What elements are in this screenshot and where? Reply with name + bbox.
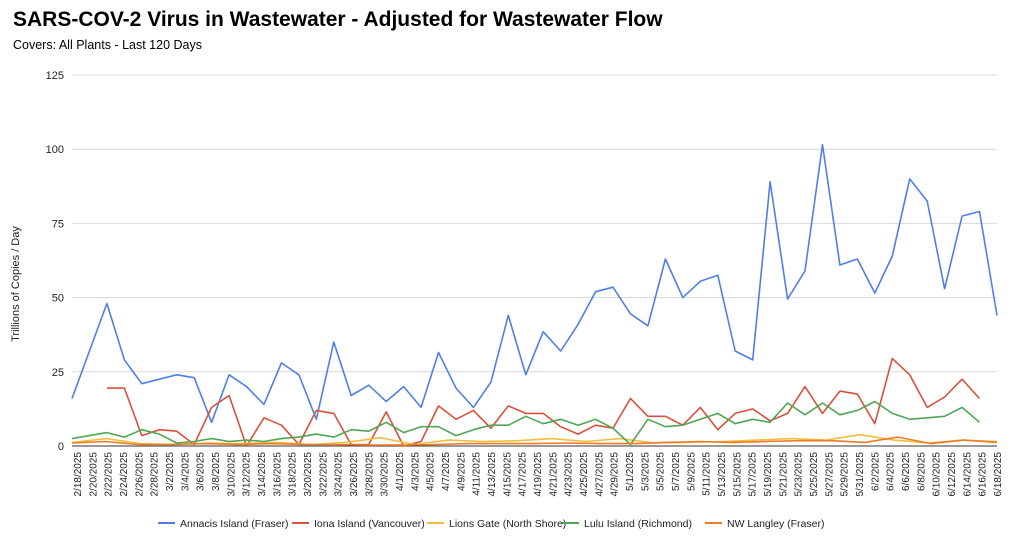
y-tick-label: 50 — [52, 293, 64, 305]
x-tick-label: 3/28/2025 — [364, 452, 375, 497]
x-tick-label: 5/15/2025 — [732, 452, 743, 497]
x-tick-label: 6/8/2025 — [916, 452, 927, 491]
series-line-2 — [71, 433, 998, 446]
chart-subtitle: Covers: All Plants - Last 120 Days — [13, 38, 202, 52]
legend-item-label: Iona Island (Vancouver) — [314, 518, 425, 530]
y-tick-label: 25 — [52, 367, 64, 379]
x-tick-label: 4/1/2025 — [395, 452, 406, 491]
x-tick-label: 3/18/2025 — [288, 452, 299, 497]
x-tick-label: 3/20/2025 — [303, 452, 314, 497]
x-tick-label: 5/1/2025 — [625, 452, 636, 491]
x-tick-label: 6/18/2025 — [993, 452, 1004, 497]
legend-item-label: Lulu Island (Richmond) — [584, 518, 692, 530]
x-tick-label: 4/11/2025 — [472, 452, 483, 496]
x-tick-label: 5/23/2025 — [794, 452, 805, 497]
x-tick-label: 5/17/2025 — [748, 452, 759, 497]
series-line-0 — [71, 143, 998, 424]
x-tick-label: 4/21/2025 — [548, 452, 559, 497]
x-tick-label: 5/5/2025 — [656, 452, 667, 491]
x-tick-label: 4/19/2025 — [533, 452, 544, 497]
y-tick-label: 125 — [46, 70, 64, 82]
x-tick-label: 2/24/2025 — [119, 452, 130, 497]
x-tick-label: 5/31/2025 — [855, 452, 866, 497]
x-tick-label: 4/5/2025 — [426, 452, 437, 491]
x-tick-label: 6/12/2025 — [947, 452, 958, 497]
x-tick-label: 4/3/2025 — [410, 452, 421, 491]
x-tick-label: 3/10/2025 — [226, 452, 237, 497]
x-tick-label: 6/16/2025 — [978, 452, 989, 497]
series-line-3 — [71, 400, 981, 446]
legend-item-label: NW Langley (Fraser) — [727, 518, 824, 530]
series-line-4 — [71, 436, 998, 446]
x-tick-label: 3/8/2025 — [211, 452, 222, 491]
x-tick-label: 5/13/2025 — [717, 452, 728, 497]
y-tick-label: 100 — [46, 144, 64, 156]
x-tick-label: 4/25/2025 — [579, 452, 590, 497]
x-tick-label: 3/6/2025 — [196, 452, 207, 491]
x-tick-label: 5/9/2025 — [686, 452, 697, 491]
x-tick-label: 4/7/2025 — [441, 452, 452, 491]
x-tick-label: 2/26/2025 — [134, 452, 145, 497]
x-tick-label: 2/18/2025 — [73, 452, 84, 497]
x-tick-label: 5/21/2025 — [778, 452, 789, 497]
series-line-1 — [106, 357, 981, 447]
x-tick-label: 3/2/2025 — [165, 452, 176, 491]
x-tick-label: 3/14/2025 — [257, 452, 268, 497]
y-tick-label: 75 — [52, 218, 64, 230]
x-tick-label: 3/4/2025 — [180, 452, 191, 491]
x-tick-label: 4/15/2025 — [502, 452, 513, 497]
axes: 0 25 50 75 100 125 2/18/2025 2/20/2025 2/22/2025… — [46, 70, 1004, 497]
y-axis-label: Trillions of Copies / Day — [10, 226, 22, 342]
x-tick-label: 4/27/2025 — [594, 452, 605, 497]
x-tick-label: 4/17/2025 — [518, 452, 529, 497]
x-tick-label: 3/30/2025 — [380, 452, 391, 497]
x-tick-label: 4/23/2025 — [564, 452, 575, 497]
x-tick-label: 2/22/2025 — [104, 452, 115, 497]
x-tick-label: 6/14/2025 — [962, 452, 973, 497]
legend-item-label: Lions Gate (North Shore) — [449, 518, 566, 530]
x-tick-label: 5/27/2025 — [824, 452, 835, 497]
x-tick-label: 6/6/2025 — [901, 452, 912, 491]
x-tick-label: 6/10/2025 — [932, 452, 943, 497]
x-tick-label: 5/11/2025 — [702, 452, 713, 496]
x-tick-label: 3/16/2025 — [272, 452, 283, 497]
x-tick-label: 6/2/2025 — [870, 452, 881, 491]
legend-item-label: Annacis Island (Fraser) — [180, 518, 289, 530]
x-tick-label: 4/29/2025 — [610, 452, 621, 497]
x-tick-label: 3/26/2025 — [349, 452, 360, 497]
x-tick-label: 5/7/2025 — [671, 452, 682, 491]
x-tick-label: 5/3/2025 — [640, 452, 651, 491]
series-lines — [71, 143, 998, 447]
x-tick-label: 5/19/2025 — [763, 452, 774, 497]
x-tick-label: 4/13/2025 — [487, 452, 498, 497]
y-tick-label: 0 — [58, 441, 64, 453]
x-tick-label: 3/24/2025 — [334, 452, 345, 497]
x-tick-label: 5/25/2025 — [809, 452, 820, 497]
x-tick-label: 6/4/2025 — [886, 452, 897, 491]
chart-title: SARS-COV-2 Virus in Wastewater - Adjuste… — [13, 8, 663, 31]
x-tick-label: 5/29/2025 — [840, 452, 851, 497]
x-tick-label: 3/22/2025 — [318, 452, 329, 497]
x-tick-label: 2/20/2025 — [88, 452, 99, 497]
x-tick-label: 4/9/2025 — [456, 452, 467, 491]
legend: Annacis Island (Fraser) Iona Island (Vanc… — [158, 518, 824, 530]
gridlines — [72, 74, 997, 447]
x-tick-label: 2/28/2025 — [150, 452, 161, 497]
x-tick-label: 3/12/2025 — [242, 452, 253, 497]
